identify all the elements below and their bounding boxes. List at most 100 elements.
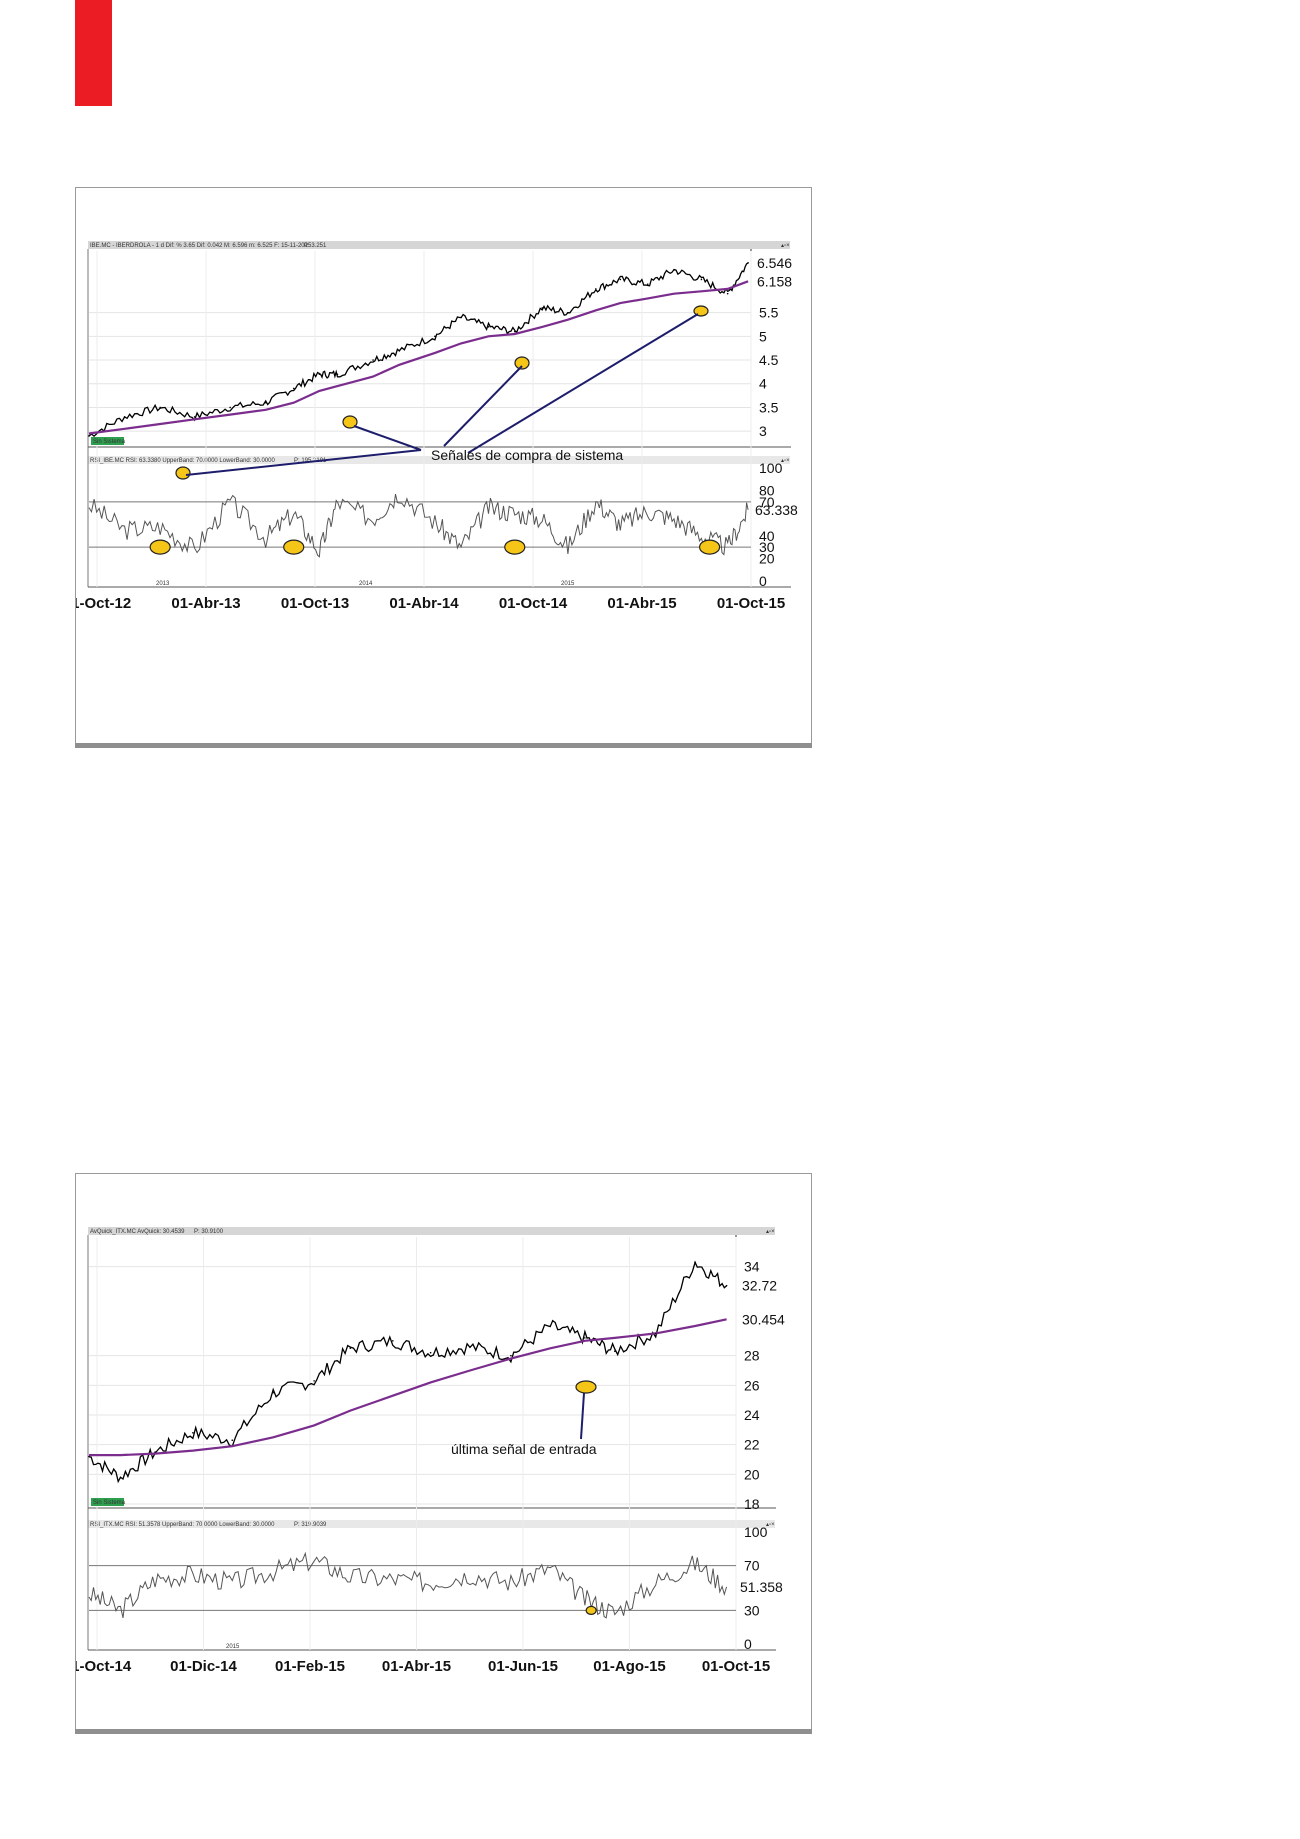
rsi-series: [88, 1551, 728, 1619]
price-point: [272, 1391, 274, 1394]
moving-average-series: [89, 1318, 727, 1457]
price-point: [469, 1345, 471, 1348]
rsi-value-label: 51.358: [740, 1579, 783, 1595]
year-marker: 2014: [359, 581, 373, 587]
rsi-series: [88, 493, 749, 558]
price-point: [541, 307, 543, 309]
x-tick-label: 01-Oct-15: [717, 595, 785, 612]
price-point: [460, 316, 462, 319]
price-tick-label: 3: [759, 423, 767, 439]
signal-pointer-line: [467, 313, 699, 454]
rsi-tick-label: 40: [759, 528, 775, 544]
rsi-panel-header-strip: [88, 1520, 775, 1528]
rsi-tick-label: 0: [759, 573, 767, 589]
buy-signal-marker: [175, 466, 191, 480]
x-tick-label: 01-Oct-13: [281, 595, 349, 612]
red-accent-bar: [75, 0, 112, 106]
window-controls-icon: ▴▫×: [781, 458, 790, 464]
price-point: [313, 1380, 315, 1382]
frame-shadow: [75, 1729, 812, 1734]
x-tick-label: 01-Abr-13: [171, 595, 240, 612]
chart-frame-iberdrola: IBE.MC - IBERDROLA - 1 d Dif: % 3.65 Dif…: [75, 187, 812, 748]
rsi-tick-label: 70: [759, 494, 775, 510]
price-tick-label: 24: [744, 1407, 760, 1423]
x-tick-label: 01-Oct-14: [499, 595, 568, 612]
x-tick-label: 01-Dic-14: [170, 1658, 237, 1675]
moving-average-series: [88, 280, 749, 435]
buy-signal-marker: [575, 1380, 597, 1394]
price-tick-label: 4.5: [759, 352, 779, 368]
x-tick-label: 01-Oct-12: [76, 595, 131, 612]
price-point: [549, 1325, 552, 1327]
price-point: [595, 288, 597, 290]
price-panel-header-red: P: 3.251: [304, 243, 327, 249]
price-tick-label: 18: [744, 1496, 760, 1512]
rsi-value-label: 63.338: [755, 502, 798, 518]
price-panel-header: AvQuick_ITX.MC AvQuick: 30.4539: [90, 1229, 185, 1235]
price-point: [229, 406, 231, 409]
price-point: [192, 1432, 194, 1434]
price-point: [88, 1455, 90, 1458]
rsi-tick-label: 0: [744, 1636, 752, 1652]
price-series: [88, 262, 749, 437]
price-tick-label: 34: [744, 1259, 760, 1275]
price-point: [88, 435, 90, 437]
price-tick-label: 5: [759, 328, 767, 344]
price-point: [398, 349, 401, 352]
system-badge: [91, 1498, 124, 1506]
buy-signal-marker: [514, 356, 530, 370]
inditex-chart: AvQuick_ITX.MC AvQuick: 30.4539 P: 30.910…: [76, 1227, 785, 1675]
last-price-label: 32.72: [742, 1278, 777, 1294]
price-point: [193, 416, 196, 418]
rsi-panel-header: RSI_IBE.MC RSI: 63.3380 UpperBand: 70.00…: [90, 458, 275, 464]
x-tick-label: 01-Abr-15: [382, 1658, 451, 1675]
rsi-tick-label: 100: [744, 1524, 768, 1540]
price-point: [318, 373, 321, 376]
price-panel-header-strip: [88, 1227, 775, 1235]
price-panel-header: IBE.MC - IBERDROLA - 1 d Dif: % 3.65 Dif…: [90, 243, 312, 249]
price-point: [619, 278, 622, 281]
rsi-panel-header: RSI_ITX.MC RSI: 51.3578 UpperBand: 70.00…: [90, 1522, 275, 1528]
buy-signal-marker: [342, 415, 358, 429]
price-point: [119, 1476, 122, 1479]
year-marker: 2013: [156, 581, 170, 587]
price-point: [613, 1350, 616, 1353]
price-point: [654, 1332, 657, 1335]
rsi-tick-label: 20: [759, 550, 775, 566]
x-tick-label: 01-Jun-15: [488, 1658, 558, 1675]
price-point: [513, 330, 516, 333]
annotation-label: última señal de entrada: [451, 1441, 597, 1457]
price-panel-header-strip: [88, 241, 790, 249]
year-marker: 2015: [561, 581, 575, 587]
price-point: [487, 326, 490, 328]
rsi-signal-marker: [698, 539, 721, 555]
rsi-signal-marker: [504, 539, 526, 555]
price-point: [349, 1347, 352, 1350]
x-tick-label: 01-Ago-15: [593, 1658, 666, 1675]
price-point: [154, 1451, 156, 1453]
x-tick-label: 01-Feb-15: [275, 1658, 345, 1675]
signal-pointer-line: [185, 449, 422, 476]
moving-average-label: 6.158: [757, 273, 792, 289]
moving-average-label: 30.454: [742, 1311, 785, 1327]
x-tick-label: 01-Oct-15: [702, 1658, 770, 1675]
price-series: [88, 1260, 728, 1484]
price-point: [747, 262, 749, 264]
price-point: [372, 359, 374, 361]
price-tick-label: 22: [744, 1437, 760, 1453]
rsi-signal-marker: [149, 539, 171, 555]
price-tick-label: 26: [744, 1377, 760, 1393]
x-tick-label: 01-Abr-14: [389, 595, 459, 612]
rsi-signal-marker: [283, 539, 305, 555]
price-tick-label: 5.5: [759, 305, 779, 321]
price-point: [434, 335, 436, 338]
price-tick-label: 4: [759, 376, 767, 392]
price-tick-label: 3.5: [759, 399, 779, 415]
last-price-label: 6.546: [757, 255, 792, 271]
rsi-tick-label: 30: [744, 1602, 760, 1618]
x-tick-label: 01-Abr-15: [607, 595, 676, 612]
price-tick-label: 20: [744, 1466, 760, 1482]
window-controls-icon: ▴▫×: [781, 243, 790, 249]
signal-pointer-line: [580, 1392, 585, 1440]
chart-frame-inditex: AvQuick_ITX.MC AvQuick: 30.4539 P: 30.910…: [75, 1173, 812, 1734]
